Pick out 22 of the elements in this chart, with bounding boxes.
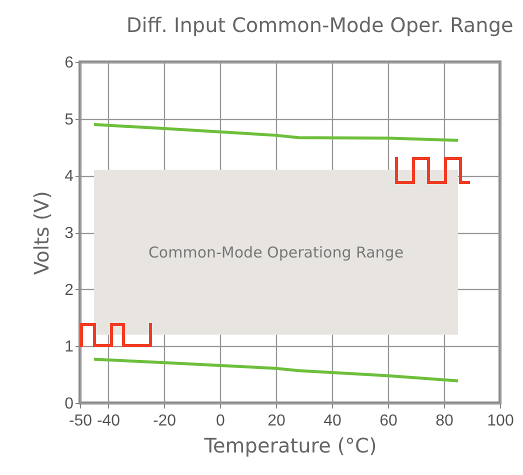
x-tick-label: -50 xyxy=(68,412,92,430)
x-tick-label: 100 xyxy=(487,412,514,430)
y-tick-label: 5 xyxy=(64,111,74,128)
y-tick-label: 4 xyxy=(64,168,74,186)
line-series xyxy=(92,358,460,382)
x-axis-title: Temperature (°C) xyxy=(203,434,377,458)
y-tick-label: 1 xyxy=(64,338,74,356)
x-tick-label: -40 xyxy=(96,412,120,430)
x-tick-label: 60 xyxy=(380,412,398,430)
band-label: Common-Mode Operationg Range xyxy=(148,243,404,262)
y-tick-label: 2 xyxy=(64,282,74,299)
x-tick-label: 20 xyxy=(268,412,286,430)
x-tick-label: 40 xyxy=(324,412,342,430)
y-tick-label: 6 xyxy=(64,54,74,72)
y-tick-label: 0 xyxy=(64,396,74,412)
line-series xyxy=(92,123,460,142)
x-tick-label: 80 xyxy=(436,412,454,430)
x-tick-label: -20 xyxy=(152,412,176,430)
chart-title: Diff. Input Common-Mode Oper. Range xyxy=(126,13,514,37)
y-tick-label: 3 xyxy=(64,225,74,242)
y-axis-title: Volts (V) xyxy=(30,191,54,275)
x-tick-label: 0 xyxy=(216,412,226,430)
